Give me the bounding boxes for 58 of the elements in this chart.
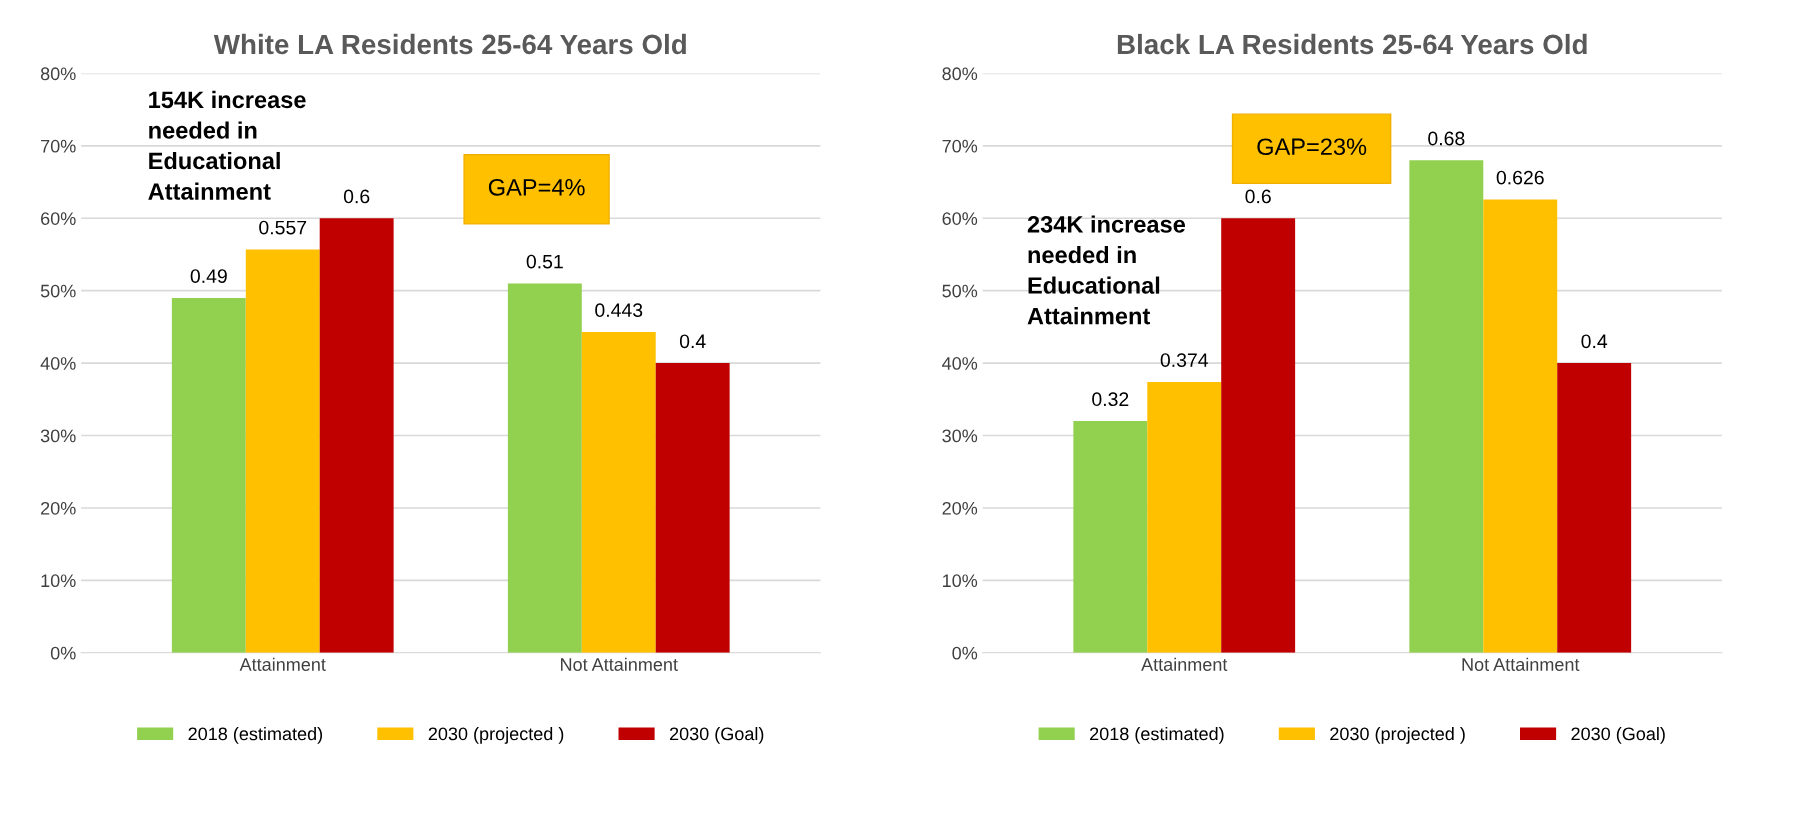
y-tick-label: 30% <box>942 429 978 443</box>
y-tick-label: 0% <box>952 646 978 660</box>
y-tick-label: 10% <box>41 574 76 588</box>
x-tick-label: Not Attainment <box>561 657 678 671</box>
legend-label: 2018 (estimated) <box>188 726 323 744</box>
bar <box>1147 381 1222 653</box>
data-label: 0.6 <box>343 189 370 204</box>
annotation: GAP=23% <box>1257 138 1367 156</box>
data-label: 0.32 <box>1092 392 1129 407</box>
y-tick-label: 0% <box>50 646 76 660</box>
y-tick-label: 50% <box>40 284 76 298</box>
legend-label: 2030 (projected ) <box>1330 726 1465 744</box>
bar <box>1483 199 1558 653</box>
y-tick-label: 70% <box>41 139 76 153</box>
legend-label: 2030 (projected ) <box>428 726 564 744</box>
chart-title: White LA Residents 25-64 Years Old <box>213 33 686 55</box>
y-tick-label: 50% <box>942 284 978 298</box>
y-tick-label: 40% <box>942 357 978 370</box>
legend-label: 2030 (Goal) <box>669 726 764 744</box>
y-tick-label: 60% <box>41 212 76 225</box>
chart-title: Black LA Residents 25-64 Years Old <box>1117 33 1587 55</box>
y-tick-label: 20% <box>942 501 978 515</box>
bar <box>655 363 730 653</box>
bar <box>1221 218 1296 653</box>
annotation: 154K increase needed in Educational Attainment <box>148 90 306 200</box>
data-label: 0.626 <box>1496 170 1544 185</box>
data-label: 0.4 <box>1581 334 1608 349</box>
legend-label: 2018 (estimated) <box>1090 726 1224 744</box>
y-tick-label: 70% <box>942 139 978 153</box>
y-tick-label: 30% <box>40 429 76 443</box>
data-label: 0.443 <box>595 303 643 318</box>
x-tick-label: Not Attainment <box>1462 657 1580 671</box>
data-label: 0.68 <box>1428 131 1465 146</box>
data-label: 0.4 <box>679 334 706 349</box>
data-label: 0.374 <box>1160 353 1209 367</box>
y-tick-label: 80% <box>40 67 76 81</box>
x-tick-label: Attainment <box>239 657 326 671</box>
data-label: 0.49 <box>190 269 227 283</box>
annotation: 234K increase needed in Educational Attainment <box>1027 215 1186 325</box>
legend-label: 2030 (Goal) <box>1571 726 1665 744</box>
bar <box>1557 363 1632 653</box>
data-label: 0.6 <box>1245 189 1271 204</box>
bar <box>171 297 246 653</box>
bar <box>319 218 394 653</box>
data-label: 0.557 <box>259 220 307 235</box>
bar <box>1409 160 1484 653</box>
data-label: 0.51 <box>526 254 563 269</box>
y-tick-label: 80% <box>942 67 978 81</box>
y-tick-label: 20% <box>41 501 76 515</box>
y-tick-label: 40% <box>40 357 76 370</box>
annotation: GAP=4% <box>488 178 585 196</box>
bar <box>507 283 582 653</box>
y-tick-label: 10% <box>943 574 978 588</box>
bar <box>581 331 656 653</box>
bar <box>1073 421 1148 653</box>
bar <box>245 249 320 653</box>
x-tick-label: Attainment <box>1141 657 1228 671</box>
y-tick-label: 60% <box>942 212 978 225</box>
